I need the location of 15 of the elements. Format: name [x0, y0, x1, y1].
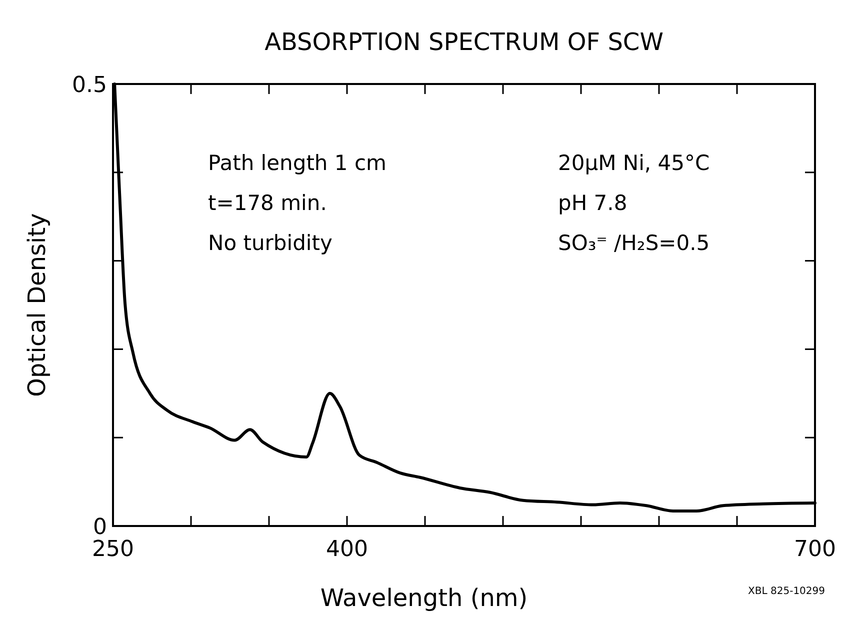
y-tick-label: 0 [93, 515, 107, 540]
annotation: pH 7.8 [558, 191, 628, 215]
x-tick-label: 250 [92, 537, 134, 562]
x-tick-label: 400 [326, 537, 368, 562]
annotation: No turbidity [208, 231, 332, 255]
annotation: SO₃⁼ /H₂S=0.5 [558, 231, 710, 255]
x-axis-title: Wavelength (nm) [320, 584, 528, 612]
y-tick-label: 0.5 [72, 73, 107, 98]
text: XBL 825-10299 [748, 586, 825, 597]
annotation: Path length 1 cm [208, 151, 386, 175]
y-axis-title: Optical Density [23, 213, 51, 397]
annotation: t=178 min. [208, 191, 327, 215]
annotation: 20µM Ni, 45°C [558, 151, 710, 175]
chart-title: ABSORPTION SPECTRUM OF SCW [264, 28, 664, 56]
x-tick-label: 700 [794, 537, 836, 562]
